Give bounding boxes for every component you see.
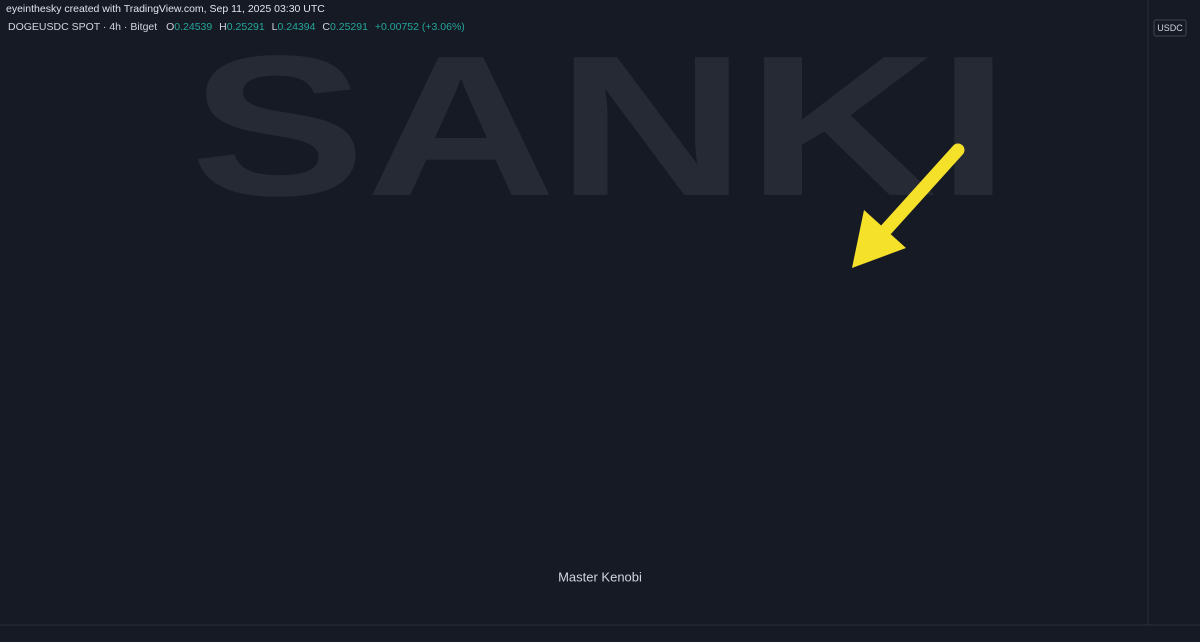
ohlc-label: L (272, 21, 278, 33)
watermark: SANKI (190, 15, 1010, 238)
ohlc-value: 0.25291 (227, 21, 265, 33)
symbol: DOGEUSDC SPOT · 4h · Bitget (8, 21, 157, 33)
ohlc-label: O (166, 21, 174, 33)
currency: USDC (1157, 23, 1183, 33)
ohlc-label: C (322, 21, 330, 33)
legend-line: DOGEUSDC SPOT · 4h · Bitget O0.24539 H0.… (8, 21, 465, 33)
arrow-head (852, 210, 906, 268)
ohlc-value: 0.25291 (330, 21, 368, 33)
ohlc-label: H (219, 21, 227, 33)
change: +0.00752 (+3.06%) (375, 21, 465, 33)
currency-box (1153, 19, 1187, 37)
ohlc-value: 0.24539 (174, 21, 212, 33)
annotation: Master Kenobi (558, 569, 642, 584)
header: eyeinthesky created with TradingView.com… (6, 3, 325, 15)
ohlc-value: 0.24394 (278, 21, 316, 33)
price-axis (1148, 0, 1200, 642)
yellow-arrow (852, 143, 965, 268)
arrow-shaft (877, 143, 965, 239)
